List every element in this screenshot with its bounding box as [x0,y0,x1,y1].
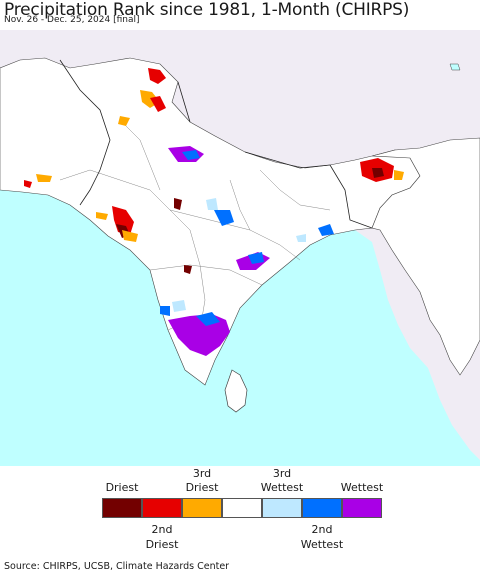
map-subtitle: Nov. 26 - Dec. 25, 2024 [final] [4,15,140,25]
wet-patch-bengal [318,224,334,236]
island-top-right [449,63,461,71]
driest-patch-deccan [184,265,192,274]
wet-patch-south-2 [172,300,186,312]
rank-patches [24,68,404,356]
wet-patch-odisha [248,252,264,264]
dry-patch-pakistan-2 [24,180,32,188]
wet-patch-up [182,150,200,160]
legend-label-2nd-driest-1: 2nd [151,523,173,536]
driest-patch-central [174,198,182,210]
country-borders [59,59,373,229]
wettest-patch-south [168,314,230,356]
dry-patch-pakistan [36,174,52,182]
legend-swatch-normal [222,498,262,518]
wet-patch-bengal-2 [296,234,306,242]
legend-label-3rd-driest-1: 3rd [192,467,212,480]
dry-patch-north-3 [150,96,166,112]
legend-label-2nd-wettest-1: 2nd [311,523,333,536]
wet-patch-karnataka [160,306,170,316]
ocean-area [0,190,480,466]
driest-patch-northeast [372,168,384,178]
dry-patch-northeast-2 [394,170,404,180]
legend-label-3rd-wettest-2: Wettest [260,481,304,494]
dry-patch-north-4 [118,116,130,126]
dry-patch-gujarat-2 [122,230,138,242]
legend-swatch-2nd-wettest [302,498,342,518]
sri-lanka [224,369,248,413]
legend-swatch-3rd-driest [182,498,222,518]
legend-label-2nd-driest-2: Driest [145,538,179,551]
dry-patch-gujarat [112,206,134,235]
wet-patch-central-2 [206,198,218,210]
wet-patch-south [196,312,220,326]
legend-label-2nd-wettest-2: Wettest [300,538,344,551]
map-title: Precipitation Rank since 1981, 1-Month (… [4,0,410,20]
legend-swatch-wettest [342,498,382,518]
legend-label-wettest: Wettest [340,481,384,494]
legend-label-3rd-driest-2: Driest [185,481,219,494]
legend-swatch-2nd-driest [142,498,182,518]
dry-patch-north [148,68,166,84]
legend-swatch-driest [102,498,142,518]
legend-swatch-3rd-wettest [262,498,302,518]
myanmar-landmass [371,137,480,376]
source-credit: Source: CHIRPS, UCSB, Climate Hazards Ce… [4,561,230,572]
legend-label-driest: Driest [105,481,139,494]
wet-patch-central [214,210,234,226]
dry-patch-kutch [96,212,108,220]
precipitation-rank-map [0,30,480,466]
legend-label-3rd-wettest-1: 3rd [272,467,292,480]
